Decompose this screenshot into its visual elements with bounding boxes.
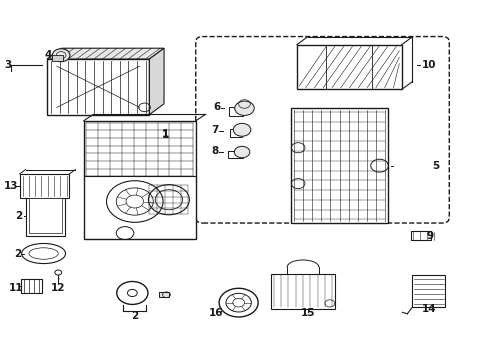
Bar [228,150,243,158]
Bar [271,274,334,309]
Bar [26,196,65,235]
Circle shape [117,282,148,305]
Bar [52,55,62,61]
Bar [47,59,149,114]
Ellipse shape [21,243,65,264]
Text: 8: 8 [211,146,219,156]
Bar [411,275,445,307]
Text: 5: 5 [431,161,438,171]
Circle shape [52,49,70,62]
Text: 1: 1 [161,130,168,140]
Bar [20,279,42,293]
Text: 13: 13 [4,181,19,191]
Text: 3: 3 [4,60,11,70]
Bar [296,45,401,89]
Text: 15: 15 [300,309,314,318]
Text: 6: 6 [213,102,220,112]
Text: 9: 9 [426,231,432,240]
Circle shape [234,146,249,158]
Text: 12: 12 [51,283,65,293]
Text: 2: 2 [16,211,23,221]
Circle shape [233,123,250,136]
Bar [20,174,69,198]
Text: 1: 1 [161,129,168,139]
Text: 11: 11 [9,283,23,293]
Bar [29,198,62,233]
Polygon shape [47,48,163,59]
Bar [83,121,195,239]
Bar [228,107,242,116]
Text: 2: 2 [14,248,21,258]
Text: 14: 14 [421,304,435,314]
Text: 4: 4 [44,50,52,60]
Bar [158,292,169,297]
Text: 7: 7 [211,125,219,135]
Circle shape [219,288,258,317]
Bar [410,231,430,240]
Text: 16: 16 [208,309,223,318]
Bar [229,129,242,136]
Bar [290,108,387,223]
Polygon shape [149,48,163,114]
Circle shape [234,101,254,116]
Text: 2: 2 [130,311,138,321]
Text: 10: 10 [421,59,435,69]
